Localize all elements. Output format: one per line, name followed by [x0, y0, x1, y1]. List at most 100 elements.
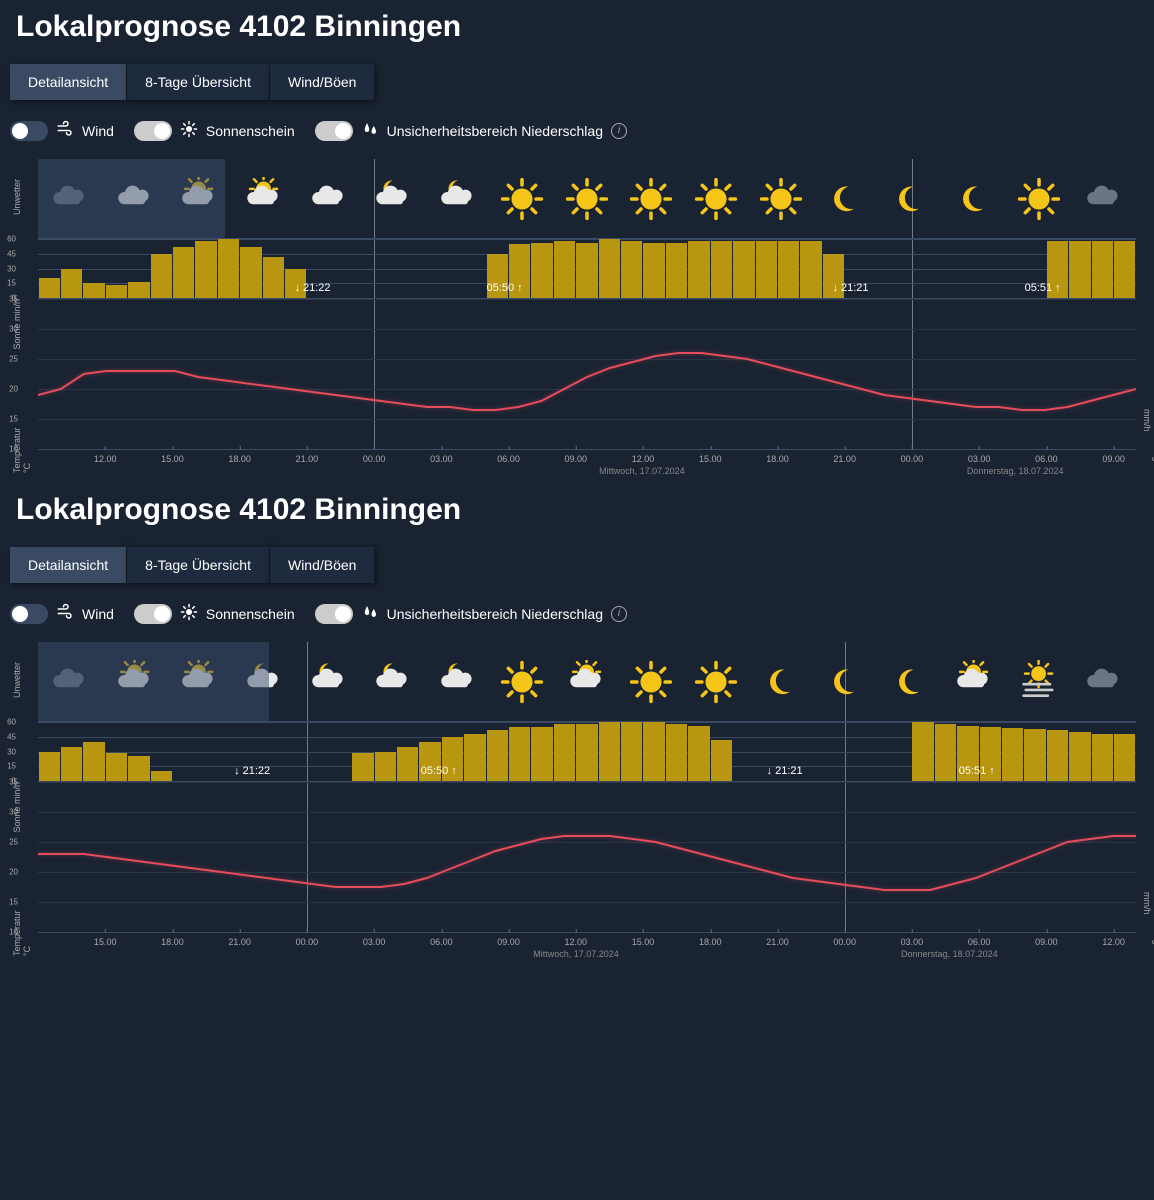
- x-tick: 00.00: [833, 937, 856, 947]
- weather-icon-sun: [1007, 177, 1072, 221]
- x-tick: 03.00: [968, 454, 991, 464]
- sun-bar: [621, 722, 642, 781]
- weather-icon-partly-moon: [361, 660, 426, 704]
- sun-bar: [83, 742, 104, 781]
- tabs: Detailansicht8-Tage ÜbersichtWind/Böen: [10, 547, 1144, 583]
- sun-bar: [1114, 734, 1135, 781]
- x-tick: 12.00: [1102, 937, 1125, 947]
- toggle-0[interactable]: [10, 121, 48, 141]
- sun-bar: [128, 282, 149, 298]
- sun-bar: [83, 283, 104, 298]
- toggle-group-0: Wind: [10, 120, 114, 141]
- x-tick: 21.00: [296, 454, 319, 464]
- toggle-1[interactable]: [134, 604, 172, 624]
- toggle-label: Wind: [82, 123, 114, 139]
- weather-icon-sun: [748, 177, 813, 221]
- info-icon[interactable]: i: [611, 123, 627, 139]
- tabs: Detailansicht8-Tage ÜbersichtWind/Böen: [10, 64, 1144, 100]
- y-label-precip: Niederschlag mm/h: [1142, 409, 1154, 473]
- x-tick: 21.00: [228, 937, 251, 947]
- sun-bar: [106, 753, 127, 781]
- weather-icon-partly-moon: [361, 177, 426, 221]
- tab-2[interactable]: Wind/Böen: [270, 64, 374, 100]
- tab-0[interactable]: Detailansicht: [10, 64, 126, 100]
- x-tick: 18.00: [766, 454, 789, 464]
- toggle-1[interactable]: [134, 121, 172, 141]
- toggle-group-2: Unsicherheitsbereich Niederschlag i: [315, 603, 627, 624]
- toggle-group-1: Sonnenschein: [134, 120, 295, 141]
- toggle-icon-wind: [56, 120, 74, 141]
- toggle-2[interactable]: [315, 604, 353, 624]
- x-tick: 06.00: [968, 937, 991, 947]
- sun-bar: [263, 257, 284, 298]
- y-label-unwetter: Unwetter: [12, 179, 22, 215]
- sun-bar: [554, 241, 575, 298]
- sun-bar: [1092, 241, 1113, 298]
- sun-bar: [240, 247, 261, 298]
- sun-bar: [912, 722, 933, 781]
- x-tick: 18.00: [161, 937, 184, 947]
- weather-icon-moon: [813, 177, 878, 221]
- toggle-label: Sonnenschein: [206, 123, 295, 139]
- weather-icon-partly-sun: [555, 660, 620, 704]
- x-tick: 15.00: [699, 454, 722, 464]
- sun-bar: [576, 243, 597, 298]
- sun-bar: [1047, 730, 1068, 781]
- sun-bar: [39, 278, 60, 298]
- toggle-0[interactable]: [10, 604, 48, 624]
- x-date-1: Mittwoch, 17.07.2024: [599, 466, 685, 476]
- weather-icon-moon: [878, 177, 943, 221]
- x-tick: 03.00: [901, 937, 924, 947]
- info-icon[interactable]: i: [611, 606, 627, 622]
- sun-bar: [464, 734, 485, 781]
- weather-icon-sun: [490, 660, 555, 704]
- tab-1[interactable]: 8-Tage Übersicht: [127, 64, 269, 100]
- x-tick: 06.00: [430, 937, 453, 947]
- sun-bar: [554, 724, 575, 781]
- sun-marker: ↓21:22: [234, 765, 270, 777]
- x-date-1: Mittwoch, 17.07.2024: [533, 949, 619, 959]
- x-tick: 06.00: [497, 454, 520, 464]
- tab-0[interactable]: Detailansicht: [10, 547, 126, 583]
- sun-bar: [151, 771, 172, 781]
- toggle-icon-drops: [361, 603, 379, 624]
- weather-icon-sun: [619, 660, 684, 704]
- weather-icon-partly-moon: [296, 660, 361, 704]
- x-tick: 18.00: [699, 937, 722, 947]
- weather-icon-moon: [942, 177, 1007, 221]
- sun-bar: [733, 241, 754, 298]
- x-axis: 15.0018.0021.0000.0003.0006.0009.0012.00…: [38, 932, 1136, 956]
- weather-icon-partly-moon: [425, 660, 490, 704]
- sun-bar: [531, 727, 552, 781]
- icon-row: [38, 159, 1136, 239]
- toggle-label: Unsicherheitsbereich Niederschlag: [387, 123, 603, 139]
- weather-icon-sun: [555, 177, 620, 221]
- sun-bar: [1002, 728, 1023, 781]
- sun-marker: ↓21:22: [294, 282, 330, 294]
- forecast-panel-1: Lokalprognose 4102 Binningen Detailansic…: [0, 493, 1154, 966]
- sun-bar: [61, 269, 82, 299]
- sun-bar: [195, 241, 216, 298]
- highlight-band: [38, 642, 269, 721]
- weather-icon-sun: [684, 660, 749, 704]
- x-date-2: Donnerstag, 18.07.2024: [901, 949, 998, 959]
- weather-icon-cloud: [296, 177, 361, 221]
- weather-icon-cloud-dim: [1071, 177, 1136, 221]
- toggle-group-0: Wind: [10, 603, 114, 624]
- x-tick: 03.00: [430, 454, 453, 464]
- tab-1[interactable]: 8-Tage Übersicht: [127, 547, 269, 583]
- x-tick: 21.00: [766, 937, 789, 947]
- sun-bar: [509, 727, 530, 781]
- sun-bar: [935, 724, 956, 781]
- tab-2[interactable]: Wind/Böen: [270, 547, 374, 583]
- sunshine-chart: 015304560 ↓21:22 05:50↑ ↓21:21 05:51↑: [38, 239, 1136, 299]
- sun-bar: [1114, 241, 1135, 298]
- sun-bar: [711, 241, 732, 298]
- x-tick: 03.00: [363, 937, 386, 947]
- sun-bar: [599, 239, 620, 298]
- y-label-precip: Niederschlag mm/h: [1142, 892, 1154, 956]
- weather-icon-moon: [813, 660, 878, 704]
- x-tick: 15.00: [161, 454, 184, 464]
- toggle-2[interactable]: [315, 121, 353, 141]
- sun-marker: 05:50↑: [421, 765, 457, 777]
